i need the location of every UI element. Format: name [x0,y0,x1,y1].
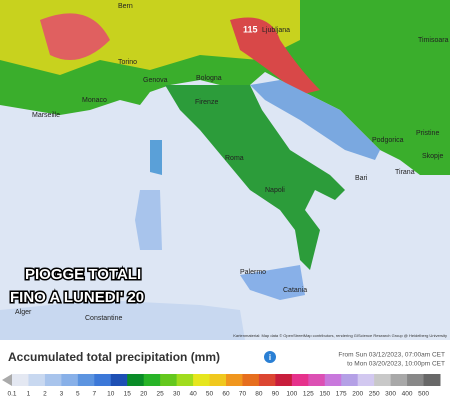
scale-swatch [324,374,342,386]
scale-label: 200 [352,391,363,398]
overlay-text: FINO A LUNEDI' 20 [10,289,144,306]
scale-swatch [374,374,392,386]
scale-swatch [193,374,211,386]
city-label: Torino [118,59,137,66]
scale-swatch [12,374,29,386]
scale-swatch [77,374,95,386]
scale-swatch [160,374,178,386]
scale-label: 250 [369,391,380,398]
city-label: Podgorica [372,137,404,144]
info-icon-glyph: i [269,353,271,362]
info-icon[interactable] [264,351,276,363]
africa [0,300,245,340]
legend-panel [0,340,450,400]
italy [165,85,345,270]
city-label: Firenze [195,99,218,106]
color-scale: 0.1 1 2 3 5 7 10 15 20 25 30 40 50 60 70 80 90 100 125 150 1… [2,374,441,398]
max-value: 115 [243,24,258,34]
sicily [240,265,305,300]
city-label: Genova [143,77,168,84]
scale-swatch [44,374,62,386]
adriatic [250,80,380,160]
scale-label: 175 [336,391,347,398]
city-label: Bern [118,3,133,10]
scale-swatch [423,374,441,386]
sardinia [135,190,162,250]
scale-swatch [61,374,79,386]
scale-swatch [226,374,243,386]
heavy-rain [40,13,110,61]
scale-label: 400 [402,391,413,398]
scale-label: 25 [157,391,165,398]
scale-label: 2 [43,391,47,398]
city-label: Timisoara [418,37,449,44]
legend-title: Accumulated total precipitation (mm) [8,350,220,364]
scale-label: 0.1 [7,391,16,398]
scale-label: 10 [107,391,115,398]
city-label: Ljubljana [262,27,290,34]
scale-label: 15 [124,391,132,398]
period-from: From Sun 03/12/2023, 07:00am CET [338,352,445,359]
scale-label: 70 [239,391,247,398]
city-label: Palermo [240,269,266,276]
heavy-rain [230,17,320,95]
scale-label: 100 [286,391,297,398]
scale-label: 300 [385,391,396,398]
scale-label: 125 [303,391,314,398]
scale-swatch [94,374,112,386]
scale-label: 30 [173,391,181,398]
corsica [150,140,162,175]
scale-swatch [143,374,161,386]
overlay-text: PIOGGE TOTALI [25,266,141,283]
scale-label: 60 [222,391,230,398]
city-label: Pristine [416,130,439,137]
period-to: to Mon 03/20/2023, 10:00pm CET [347,361,445,368]
city-label: Bologna [196,75,222,82]
scale-label: 150 [319,391,330,398]
scale-label: 5 [76,391,80,398]
scale-arrow [2,374,12,386]
scale-swatch [275,374,293,386]
city-label: Catania [283,287,307,294]
scale-swatch [242,374,260,386]
scale-swatch [209,374,227,386]
scale-swatch [357,374,375,386]
city-label: Monaco [82,97,107,104]
scale-label: 3 [60,391,64,398]
city-label: Alger [15,309,32,316]
scale-swatch [308,374,326,386]
city-label: Roma [225,155,244,162]
scale-label: 80 [255,391,263,398]
scale-swatch [258,374,276,386]
scale-swatch [110,374,128,386]
scale-label: 40 [189,391,197,398]
city-label: Constantine [85,315,122,322]
attribution: Kartenmaterial: Map data © OpenStreetMap… [233,333,447,338]
scale-swatch [390,374,408,386]
scale-label: 20 [140,391,148,398]
scale-label: 7 [92,391,96,398]
scale-swatch [28,374,46,386]
scale-swatch [127,374,145,386]
scale-label: 1 [27,391,31,398]
scale-swatch [407,374,425,386]
scale-swatch [291,374,309,386]
scale-label: 500 [418,391,429,398]
scale-swatch [176,374,194,386]
scale-label: 50 [206,391,214,398]
city-label: Marseille [32,112,60,119]
scale-label: 90 [272,391,280,398]
city-label: Napoli [265,187,285,194]
scale-swatch [341,374,359,386]
city-label: Tirana [395,169,415,176]
city-label: Bari [355,175,368,182]
city-label: Skopje [422,153,444,160]
